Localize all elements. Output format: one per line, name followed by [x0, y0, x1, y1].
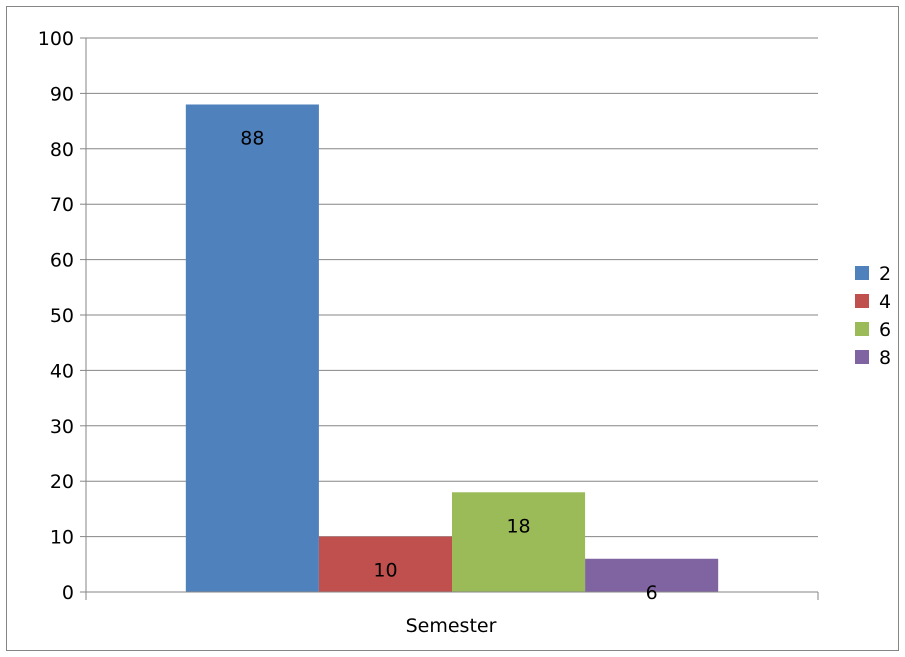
y-tick-label: 70 — [50, 194, 74, 216]
y-tick-label: 0 — [62, 582, 74, 604]
x-axis-title: Semester — [406, 615, 497, 637]
legend-swatch-6 — [855, 322, 869, 336]
y-tick-label: 60 — [50, 250, 74, 272]
legend-label-6: 6 — [879, 319, 891, 341]
y-tick-label: 30 — [50, 416, 74, 438]
bars — [185, 104, 719, 592]
data-labels: 88 10 18 6 — [240, 127, 657, 603]
bar-series-2 — [185, 104, 319, 592]
y-tick-labels: 0 10 20 30 40 50 60 70 80 90 100 — [38, 28, 74, 604]
bar-series-8 — [585, 558, 719, 592]
legend-swatch-4 — [855, 294, 869, 308]
legend-swatch-8 — [855, 350, 869, 364]
bar-series-4 — [318, 536, 452, 592]
data-label-series-6: 18 — [506, 515, 530, 537]
y-tick-label: 10 — [50, 527, 74, 549]
legend-label-2: 2 — [879, 263, 891, 285]
y-tick-label: 90 — [50, 83, 74, 105]
bar-series-6 — [452, 492, 586, 592]
legend-label-8: 8 — [879, 347, 891, 369]
legend-swatch-2 — [855, 266, 869, 280]
legend-label-4: 4 — [879, 291, 891, 313]
y-tick-label: 100 — [38, 28, 74, 50]
y-tick-label: 40 — [50, 360, 74, 382]
y-tick-label: 20 — [50, 471, 74, 493]
data-label-series-4: 10 — [373, 560, 397, 582]
y-tick-label: 50 — [50, 305, 74, 327]
axes — [80, 37, 819, 600]
y-tick-label: 80 — [50, 139, 74, 161]
legend: 2 4 6 8 — [855, 263, 891, 369]
data-label-series-2: 88 — [240, 127, 264, 149]
data-label-series-8: 6 — [646, 582, 658, 604]
